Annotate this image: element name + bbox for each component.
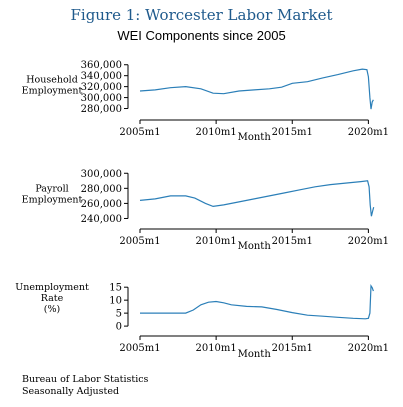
x-tick-label: 2010m1 [195, 343, 236, 354]
y-tick-label: 0 [116, 322, 122, 333]
y-tick-label: 360,000 [81, 60, 122, 71]
x-axis-title: Month [238, 349, 272, 360]
y-axis-label: Employment [22, 195, 83, 206]
y-tick-label: 260,000 [81, 199, 122, 210]
x-tick-label: 2015m1 [272, 127, 313, 138]
x-tick-label: 2005m1 [119, 127, 160, 138]
y-tick-label: 15 [109, 283, 122, 294]
y-axis-label: (%) [44, 304, 60, 315]
y-axis-label: Payroll [35, 184, 68, 195]
series-line [139, 68, 374, 110]
y-tick-label: 10 [109, 296, 122, 307]
y-axis-label: Unemployment [15, 282, 89, 293]
series-line [139, 180, 375, 217]
series-line [140, 284, 374, 320]
y-tick-label: 280,000 [81, 184, 122, 195]
x-tick-label: 2015m1 [272, 343, 313, 354]
x-axis-title: Month [238, 132, 272, 143]
figure-title: Figure 1: Worcester Labor Market [70, 6, 333, 24]
y-tick-label: 320,000 [81, 82, 122, 93]
y-axis-label: Employment [22, 86, 83, 97]
x-tick-label: 2010m1 [195, 127, 236, 138]
x-axis-title: Month [238, 241, 272, 252]
y-tick-label: 5 [116, 309, 122, 320]
x-tick-label: 2005m1 [119, 236, 160, 247]
x-tick-label: 2020m1 [348, 127, 389, 138]
source-notes: Bureau of Labor Statistics Seasonally Ad… [22, 374, 148, 398]
y-axis-label: Household [26, 75, 78, 86]
x-tick-label: 2015m1 [272, 236, 313, 247]
y-tick-label: 300,000 [81, 93, 122, 104]
source-note: Bureau of Labor Statistics [22, 374, 149, 385]
x-tick-label: 2020m1 [348, 236, 389, 247]
y-tick-label: 340,000 [81, 71, 122, 82]
y-axis-label: Rate [41, 293, 64, 304]
x-tick-label: 2005m1 [119, 343, 160, 354]
adjustment-note: Seasonally Adjusted [22, 386, 120, 397]
y-tick-label: 240,000 [81, 214, 122, 225]
x-tick-label: 2020m1 [348, 343, 389, 354]
figure-subtitle: WEI Components since 2005 [117, 28, 286, 43]
y-tick-label: 280,000 [81, 104, 122, 115]
y-tick-label: 300,000 [81, 169, 122, 180]
x-tick-label: 2010m1 [195, 236, 236, 247]
